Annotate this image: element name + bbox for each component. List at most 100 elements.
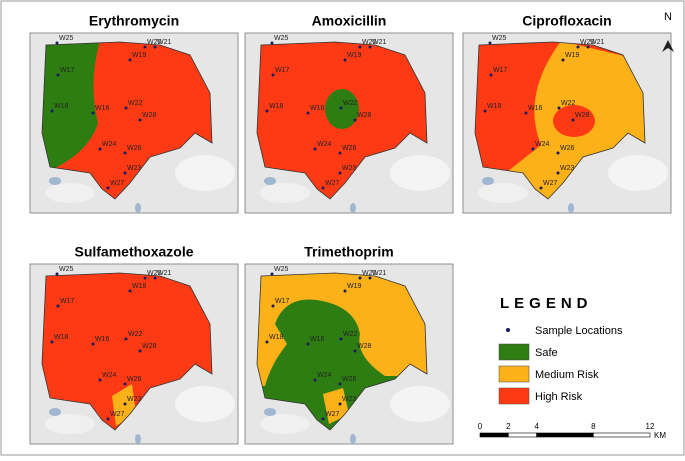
sample-point (338, 402, 342, 406)
terrain (608, 155, 668, 191)
legend-label: Safe (535, 347, 558, 359)
sample-point (571, 118, 575, 122)
water (350, 434, 356, 444)
sample-label: W26 (560, 145, 575, 152)
sample-label: W17 (275, 298, 290, 305)
terrain (260, 414, 310, 434)
sample-label: W25 (59, 266, 74, 273)
terrain (260, 183, 310, 203)
scale-segment (479, 432, 509, 438)
sample-point (488, 41, 492, 45)
sample-label: W23 (127, 396, 142, 403)
sample-point (138, 349, 142, 353)
sample-label: W23 (342, 165, 357, 172)
sample-label: W17 (493, 67, 508, 74)
sample-label: W18 (269, 103, 284, 110)
sample-label: W23 (560, 165, 575, 172)
water (350, 203, 356, 213)
sample-label: W25 (59, 35, 74, 42)
sample-point (531, 147, 535, 151)
sample-point (265, 340, 269, 344)
sample-point (123, 171, 127, 175)
sample-point (338, 151, 342, 155)
scale-label: 12 (646, 422, 655, 431)
panel-title: Erythromycin (89, 13, 179, 29)
sample-point (106, 417, 110, 421)
sample-point (358, 45, 362, 49)
sample-label: W21 (590, 39, 605, 46)
scale-label: 0 (478, 422, 483, 431)
terrain (390, 155, 450, 191)
sample-label: W24 (102, 372, 117, 379)
sample-point (271, 304, 275, 308)
sample-label: W20 (362, 270, 377, 277)
sample-point (368, 45, 372, 49)
sample-label: W20 (580, 39, 595, 46)
scale-label: 4 (534, 422, 539, 431)
sample-point (343, 58, 347, 62)
sample-point (339, 337, 343, 341)
sample-point (106, 186, 110, 190)
sample-label: W16 (310, 105, 325, 112)
sample-point (98, 147, 102, 151)
sample-point (576, 45, 580, 49)
water (264, 177, 276, 185)
sample-point (358, 276, 362, 280)
sample-label: W20 (147, 39, 162, 46)
sample-label: W22 (343, 331, 358, 338)
sample-label: W24 (317, 372, 332, 379)
sample-point (91, 111, 95, 115)
sample-point (343, 289, 347, 293)
sample-point (306, 342, 310, 346)
sample-label: W25 (274, 35, 289, 42)
sample-label: W18 (54, 103, 69, 110)
panel-title: Ciprofloxacin (522, 13, 611, 29)
sample-label: W22 (343, 100, 358, 107)
risk-zones (42, 42, 100, 173)
sample-point (123, 402, 127, 406)
sample-point (306, 111, 310, 115)
sample-label: W27 (110, 411, 125, 418)
sample-point (561, 58, 565, 62)
study-boundary (41, 272, 213, 431)
panel-title: Trimethoprim (304, 244, 393, 260)
legend-swatch (498, 343, 530, 361)
sample-label: W26 (342, 145, 357, 152)
risk-zone (257, 273, 427, 386)
panel-title: Amoxicillin (312, 13, 387, 29)
sample-point (128, 58, 132, 62)
sample-point (123, 382, 127, 386)
scale-segment (508, 432, 537, 438)
sample-point (124, 337, 128, 341)
sample-point (143, 276, 147, 280)
sample-label: W27 (110, 180, 125, 187)
sample-label: W22 (128, 331, 143, 338)
north-label: N (664, 11, 672, 23)
sample-point (153, 45, 157, 49)
sample-point (338, 171, 342, 175)
sample-point (265, 109, 269, 113)
sample-point (50, 109, 54, 113)
sample-label: W18 (269, 334, 284, 341)
sample-point (143, 45, 147, 49)
sample-point (557, 106, 561, 110)
sample-point (524, 111, 528, 115)
sample-point (556, 151, 560, 155)
study-boundary (256, 41, 428, 200)
scale-segment (536, 432, 594, 438)
sample-label: W28 (142, 112, 157, 119)
sample-point (338, 382, 342, 386)
sample-label: W16 (528, 105, 543, 112)
sample-point (138, 118, 142, 122)
sample-label: W22 (561, 100, 576, 107)
sample-point (353, 118, 357, 122)
sample-point (56, 304, 60, 308)
sample-point (153, 276, 157, 280)
sample-label: W28 (575, 112, 590, 119)
sample-label: W17 (60, 298, 75, 305)
sample-label: W19 (132, 52, 147, 59)
sample-point (353, 349, 357, 353)
